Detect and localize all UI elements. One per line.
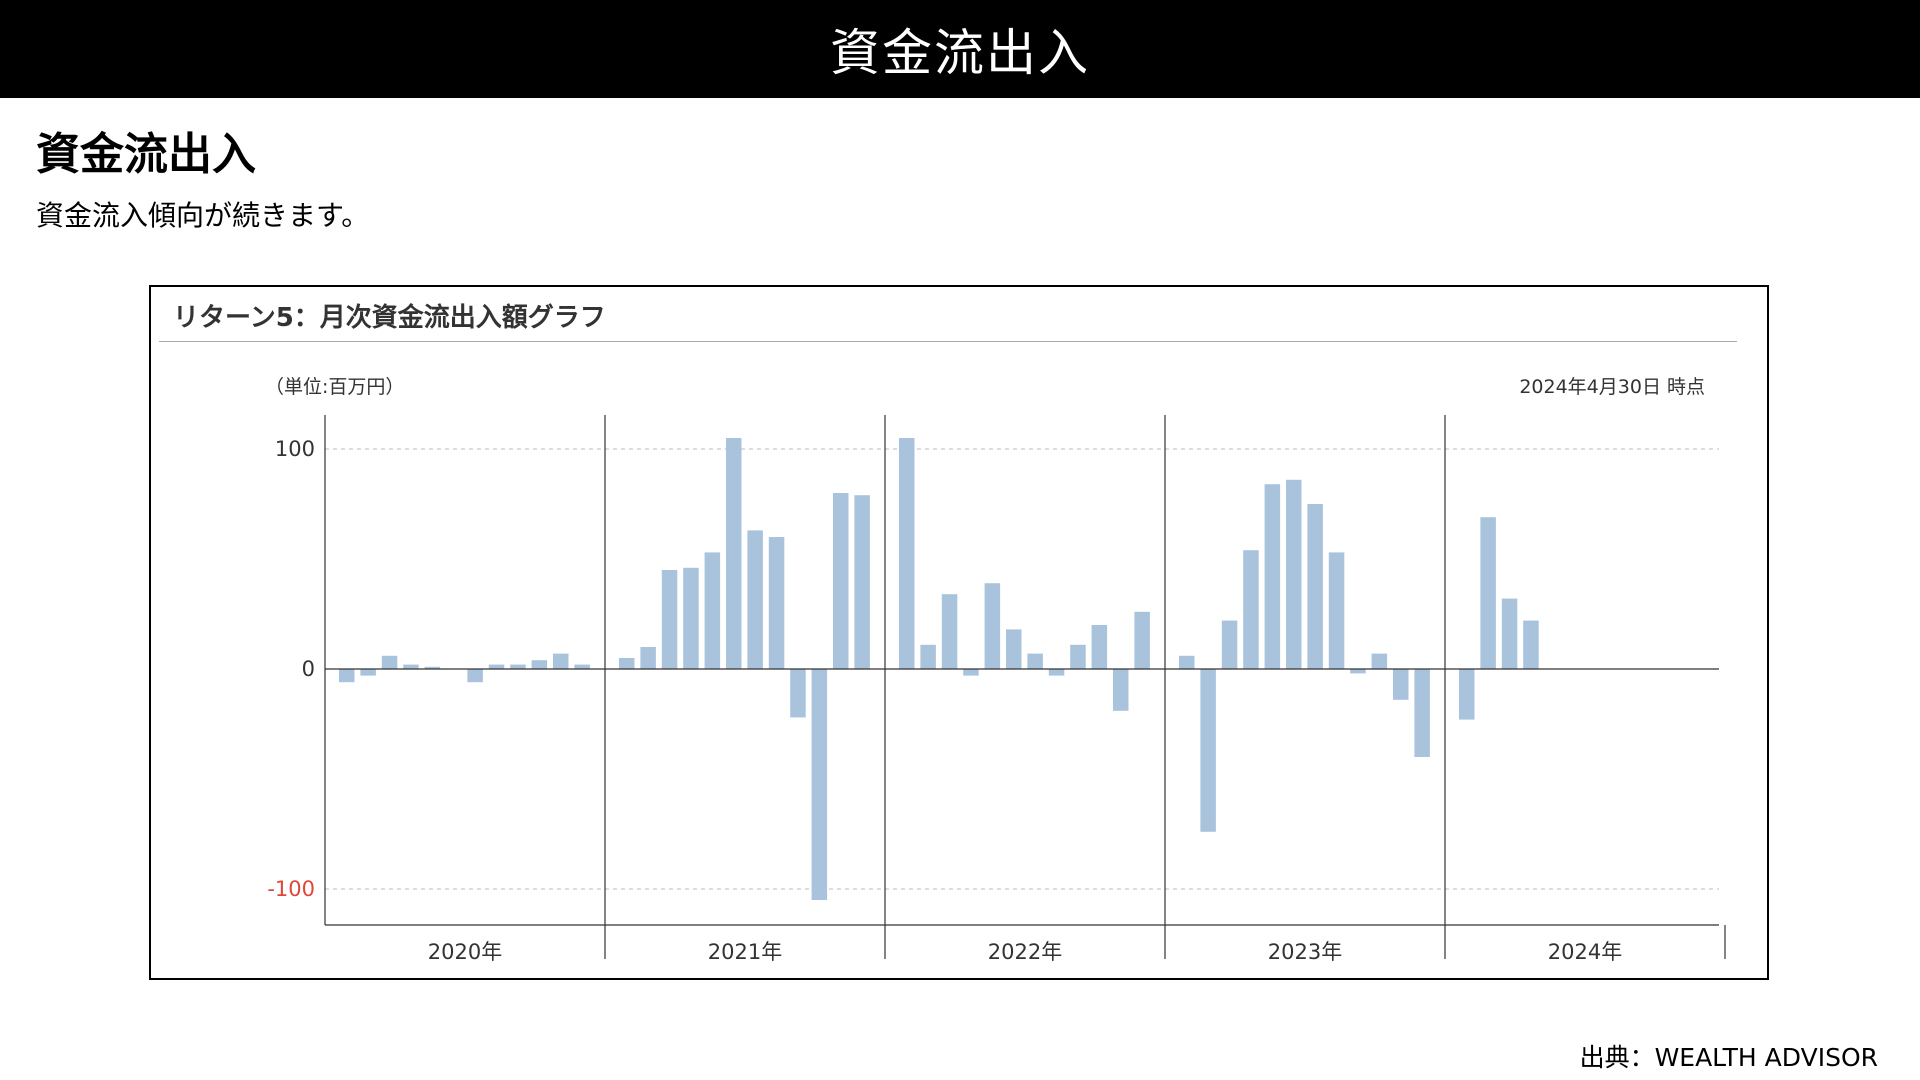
bar bbox=[1523, 620, 1539, 669]
bar bbox=[1328, 552, 1345, 669]
bar bbox=[1027, 653, 1043, 669]
bar bbox=[1134, 611, 1150, 669]
bar bbox=[1414, 669, 1430, 757]
banner-title: 資金流出入 bbox=[830, 24, 1090, 82]
bar bbox=[619, 658, 635, 669]
bar bbox=[1200, 669, 1216, 832]
y-tick-label: -100 bbox=[267, 877, 315, 901]
bar bbox=[339, 669, 355, 683]
bar bbox=[811, 669, 828, 900]
y-tick-label: 100 bbox=[275, 437, 315, 461]
bar bbox=[531, 660, 548, 669]
bar bbox=[661, 570, 678, 669]
bar bbox=[1243, 550, 1259, 669]
bar bbox=[984, 583, 1001, 669]
top-banner: 資金流出入 bbox=[0, 0, 1920, 98]
chart-title: リターン5：月次資金流出入額グラフ bbox=[173, 303, 606, 333]
bar bbox=[640, 647, 656, 669]
bar bbox=[1371, 653, 1388, 669]
bar bbox=[683, 567, 699, 669]
bar bbox=[360, 669, 376, 676]
y-tick-label: 0 bbox=[302, 657, 315, 681]
bar bbox=[941, 594, 958, 669]
bar bbox=[747, 530, 763, 669]
bar bbox=[1286, 479, 1302, 669]
bar bbox=[1048, 669, 1065, 676]
as-of-date: 2024年4月30日 時点 bbox=[1519, 376, 1705, 398]
bar bbox=[704, 552, 721, 669]
x-tick-label: 2023年 bbox=[1268, 940, 1342, 964]
bar bbox=[467, 669, 483, 683]
source-credit: 出典：WEALTH ADVISOR bbox=[1579, 1043, 1878, 1072]
x-tick-label: 2024年 bbox=[1548, 940, 1622, 964]
bar bbox=[1480, 517, 1496, 669]
bar bbox=[854, 495, 870, 669]
bar bbox=[403, 664, 419, 669]
bar bbox=[1393, 669, 1409, 700]
unit-note: （単位:百万円） bbox=[265, 376, 404, 398]
bar bbox=[1501, 598, 1518, 669]
bar-chart: （単位:百万円） 2024年4月30日 時点 100 0 -100 2020年 2021… bbox=[265, 376, 1726, 964]
x-tick-label: 2021年 bbox=[708, 940, 782, 964]
bar bbox=[1179, 655, 1195, 669]
bar bbox=[920, 644, 936, 669]
x-tick-label: 2020年 bbox=[428, 940, 502, 964]
chart-frame: リターン5：月次資金流出入額グラフ （単位:百万円） 2024年4月30日 時点… bbox=[149, 285, 1769, 980]
chart-title-divider bbox=[159, 341, 1737, 342]
bar bbox=[1091, 625, 1108, 669]
bar bbox=[899, 438, 915, 669]
bar bbox=[833, 493, 849, 669]
bar bbox=[424, 666, 441, 669]
bar bbox=[381, 655, 398, 669]
bar bbox=[1350, 669, 1366, 674]
bar bbox=[1006, 629, 1022, 669]
bar bbox=[768, 537, 785, 669]
bar bbox=[1307, 504, 1323, 669]
bar bbox=[1070, 644, 1086, 669]
bar bbox=[488, 664, 505, 669]
bar bbox=[574, 664, 590, 669]
bar bbox=[1459, 669, 1475, 720]
bar bbox=[1221, 620, 1238, 669]
bar bbox=[963, 669, 979, 676]
bar bbox=[553, 653, 569, 669]
x-tick-label: 2022年 bbox=[988, 940, 1062, 964]
bar bbox=[1264, 484, 1281, 669]
section-heading: 資金流出入 bbox=[36, 129, 256, 180]
section-description: 資金流入傾向が続きます。 bbox=[36, 199, 370, 232]
bar bbox=[1113, 669, 1129, 711]
bar bbox=[790, 669, 806, 718]
bar bbox=[510, 664, 526, 669]
bar bbox=[726, 438, 742, 669]
